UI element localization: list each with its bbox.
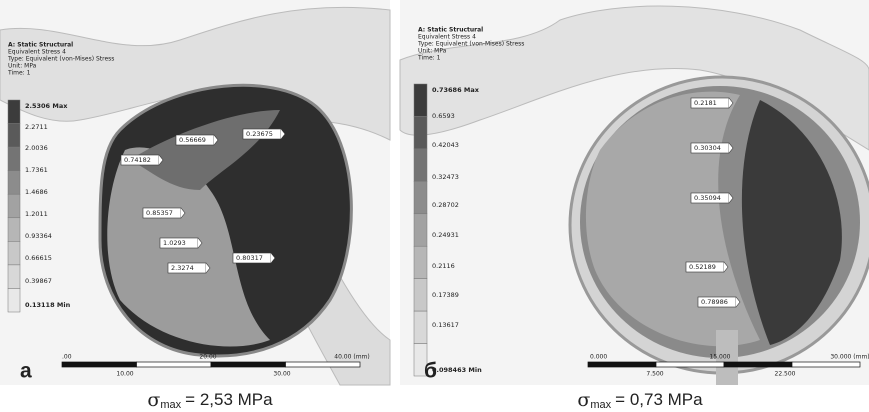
scale-bar-segment [656, 362, 724, 367]
panel-label: а [20, 360, 32, 383]
header-line: Time: 1 [7, 70, 31, 77]
legend-swatch [8, 241, 20, 265]
legend-swatch [414, 311, 427, 343]
legend-label: 0.6593 [432, 112, 455, 120]
legend-label: 0.098463 Min [432, 366, 482, 374]
caption-symbol: σ [147, 389, 160, 411]
scale-label: 30.000 (mm) [830, 354, 869, 361]
legend-label: 0.13118 Min [25, 301, 71, 309]
header-line: Equivalent Stress 4 [418, 34, 476, 41]
legend-swatch [8, 147, 20, 171]
scale-label: 7.500 [646, 371, 663, 378]
legend-swatch [414, 116, 427, 148]
caption-subscript: max [590, 399, 611, 411]
probe-label: 0.85357 [146, 209, 173, 217]
scale-bar-segment [62, 362, 137, 367]
scale-label: 10.00 [116, 371, 133, 378]
legend-label: 0.93364 [25, 232, 52, 240]
probe-label: 0.23675 [246, 130, 273, 138]
legend-label: 0.73686 Max [432, 86, 480, 94]
probe-label: 0.52189 [689, 263, 716, 271]
scale-bar-segment [286, 362, 361, 367]
caption: σmax = 0,73 MPa [577, 389, 703, 411]
legend-label: 1.2011 [25, 210, 48, 218]
legend-label: 0.24931 [432, 231, 459, 239]
probe-label: 1.0293 [163, 239, 186, 247]
header-line: Type: Equivalent (von-Mises) Stress [7, 56, 114, 63]
scale-bar-segment [137, 362, 212, 367]
legend-label: 0.32473 [432, 173, 459, 181]
figure: A: Static StructuralEquivalent Stress 4T… [0, 0, 869, 412]
header-line: Equivalent Stress 4 [8, 49, 66, 56]
scale-label: 22.500 [775, 371, 796, 378]
legend-swatch [8, 265, 20, 289]
scale-label: 15.000 [710, 354, 731, 361]
caption-text: = 0,73 MPa [615, 390, 703, 409]
legend-label: 2.2711 [25, 123, 48, 131]
legend-swatch [8, 218, 20, 242]
legend-swatch [414, 246, 427, 278]
legend-label: 0.66615 [25, 254, 52, 262]
scale-label: 40.00 (mm) [334, 354, 369, 361]
probe-label: 0.78986 [701, 298, 728, 306]
probe-label: 0.35094 [694, 194, 721, 202]
header-line: Unit: MPa [8, 63, 37, 70]
header-line: Unit: MPa [418, 48, 447, 55]
legend-swatch [8, 194, 20, 218]
header-line: Type: Equivalent (von-Mises) Stress [417, 41, 524, 48]
scale-label: 0.000 [590, 354, 607, 361]
legend-label: 2.0036 [25, 144, 48, 152]
header-line: A: Static Structural [418, 27, 483, 34]
legend-label: 0.2116 [432, 262, 455, 270]
legend-swatch [414, 84, 427, 116]
scale-bar-segment [211, 362, 286, 367]
legend-swatch [414, 214, 427, 246]
legend-swatch [8, 288, 20, 312]
legend-swatch [8, 124, 20, 148]
legend-swatch [414, 149, 427, 181]
legend-swatch [414, 279, 427, 311]
legend-label: 0.39867 [25, 277, 52, 285]
legend-swatch [8, 100, 20, 124]
legend-swatch [8, 171, 20, 195]
probe-label: 0.56669 [179, 136, 206, 144]
scale-bar-segment [724, 362, 792, 367]
probe-label: 0.30304 [694, 144, 721, 152]
probe-label: 2.3274 [171, 264, 194, 272]
probe-label: 0.74182 [124, 156, 151, 164]
legend-label: 2.5306 Max [25, 102, 68, 110]
header-line: Time: 1 [417, 55, 441, 62]
caption-text: = 2,53 MPa [185, 390, 273, 409]
scale-label: 30.00 [273, 371, 290, 378]
caption-subscript: max [160, 399, 181, 411]
scale-bar-segment [588, 362, 656, 367]
caption: σmax = 2,53 MPa [147, 389, 273, 411]
header-line: A: Static Structural [8, 42, 73, 49]
legend-label: 1.7361 [25, 166, 48, 174]
scale-label: .00 [62, 354, 72, 361]
legend-swatch [414, 181, 427, 213]
panel-label: б [424, 360, 437, 383]
probe-label: 0.2181 [694, 99, 717, 107]
panel-b-image [400, 0, 869, 385]
scale-bar-segment [792, 362, 860, 367]
legend-label: 0.17389 [432, 291, 459, 299]
legend-label: 1.4686 [25, 188, 48, 196]
legend-label: 0.28702 [432, 201, 459, 209]
legend-label: 0.42043 [432, 141, 459, 149]
probe-label: 0.80317 [236, 254, 263, 262]
caption-symbol: σ [577, 389, 590, 411]
legend-label: 0.13617 [432, 321, 459, 329]
scale-label: 20.00 [199, 354, 216, 361]
